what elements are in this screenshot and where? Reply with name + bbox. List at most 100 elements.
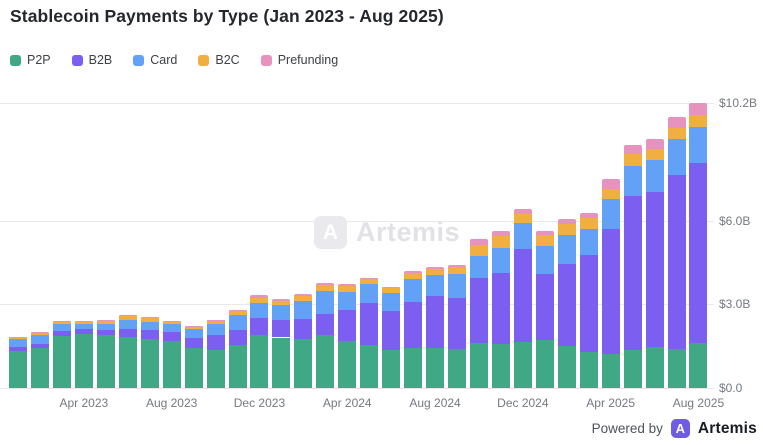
bar[interactable] (579, 0, 598, 388)
bar-segment-p2p[interactable] (404, 348, 423, 388)
bar-segment-b2b[interactable] (338, 309, 357, 341)
bar-segment-b2c[interactable] (491, 235, 510, 248)
bar-segment-p2p[interactable] (74, 334, 93, 388)
artemis-brand-label[interactable]: Artemis (697, 419, 757, 437)
bar-segment-prefunding[interactable] (404, 271, 423, 274)
bar-segment-p2p[interactable] (96, 335, 115, 388)
bar-segment-b2c[interactable] (250, 297, 269, 303)
bar-segment-b2b[interactable] (689, 163, 708, 344)
bar[interactable] (140, 0, 159, 388)
bar-segment-prefunding[interactable] (74, 321, 93, 322)
bar-segment-b2b[interactable] (667, 175, 686, 350)
bar-segment-card[interactable] (360, 284, 379, 304)
bar-segment-b2c[interactable] (74, 321, 93, 325)
bar[interactable] (118, 0, 137, 388)
bar-segment-b2b[interactable] (579, 254, 598, 352)
legend-item-card[interactable]: Card (133, 53, 177, 67)
bar-segment-b2b[interactable] (184, 338, 203, 349)
bar[interactable] (382, 0, 401, 388)
bar-segment-prefunding[interactable] (30, 332, 49, 333)
bar-segment-card[interactable] (9, 339, 27, 347)
bar-segment-prefunding[interactable] (557, 219, 576, 224)
bar-segment-card[interactable] (184, 329, 203, 339)
bar-segment-b2b[interactable] (272, 320, 291, 338)
bar-segment-card[interactable] (645, 159, 664, 192)
bar-segment-card[interactable] (228, 315, 247, 330)
bar-segment-card[interactable] (689, 127, 708, 164)
bar-segment-card[interactable] (118, 320, 137, 330)
bar-segment-b2c[interactable] (557, 223, 576, 235)
bar-segment-prefunding[interactable] (52, 321, 71, 322)
legend-item-p2p[interactable]: P2P (10, 53, 51, 67)
bar-segment-card[interactable] (52, 324, 71, 332)
bar-segment-card[interactable] (601, 198, 620, 229)
bar-segment-card[interactable] (30, 335, 49, 345)
bar-segment-prefunding[interactable] (162, 320, 181, 322)
bar-segment-b2b[interactable] (74, 329, 93, 335)
bar[interactable] (426, 0, 445, 388)
bar-segment-b2b[interactable] (52, 331, 71, 336)
bar-segment-card[interactable] (513, 223, 532, 250)
bar[interactable] (338, 0, 357, 388)
bar-segment-card[interactable] (272, 305, 291, 321)
bar-segment-prefunding[interactable] (316, 283, 335, 286)
bar-segment-prefunding[interactable] (272, 298, 291, 302)
bar[interactable] (513, 0, 532, 388)
bar-segment-p2p[interactable] (645, 346, 664, 388)
bar-segment-card[interactable] (74, 324, 93, 330)
bar-segment-card[interactable] (338, 292, 357, 310)
bar-segment-b2b[interactable] (469, 277, 488, 344)
bar-segment-b2c[interactable] (404, 273, 423, 279)
bar[interactable] (74, 0, 93, 388)
legend-item-b2c[interactable]: B2C (198, 53, 240, 67)
bar-segment-b2c[interactable] (52, 321, 71, 325)
bar-segment-b2c[interactable] (30, 332, 49, 336)
bar-segment-prefunding[interactable] (96, 320, 115, 321)
bar[interactable] (535, 0, 554, 388)
bar-segment-p2p[interactable] (118, 337, 137, 388)
bar-segment-b2c[interactable] (469, 244, 488, 256)
bar-segment-prefunding[interactable] (623, 145, 642, 155)
bar-segment-p2p[interactable] (601, 354, 620, 388)
bar-segment-prefunding[interactable] (448, 264, 466, 268)
bar-segment-prefunding[interactable] (184, 326, 203, 327)
bar-segment-b2c[interactable] (96, 320, 115, 324)
bar[interactable] (272, 0, 291, 388)
bar-segment-b2c[interactable] (448, 267, 466, 274)
bar-segment-prefunding[interactable] (118, 315, 137, 317)
bar-segment-prefunding[interactable] (426, 267, 445, 270)
bar-segment-b2b[interactable] (228, 329, 247, 346)
bar[interactable] (294, 0, 313, 388)
bar-segment-b2c[interactable] (316, 285, 335, 291)
bar[interactable] (52, 0, 71, 388)
bar-segment-p2p[interactable] (623, 350, 642, 388)
bar[interactable] (469, 0, 488, 388)
bar-segment-card[interactable] (623, 165, 642, 196)
bar-segment-p2p[interactable] (535, 340, 554, 388)
bar-segment-p2p[interactable] (579, 351, 598, 388)
bar-segment-b2b[interactable] (294, 318, 313, 340)
bar-segment-b2b[interactable] (491, 272, 510, 345)
bar-segment-b2c[interactable] (601, 189, 620, 199)
bar-segment-prefunding[interactable] (645, 138, 664, 149)
bar-segment-p2p[interactable] (30, 348, 49, 388)
bar-segment-prefunding[interactable] (228, 310, 247, 312)
bar[interactable] (162, 0, 181, 388)
bar-segment-card[interactable] (382, 292, 401, 312)
bar-segment-b2c[interactable] (645, 148, 664, 160)
bar-segment-p2p[interactable] (9, 351, 27, 388)
bar-segment-card[interactable] (448, 273, 466, 299)
bar-segment-b2b[interactable] (404, 302, 423, 349)
bar-segment-b2b[interactable] (535, 273, 554, 341)
bar-segment-p2p[interactable] (140, 338, 159, 388)
bar-segment-b2c[interactable] (513, 214, 532, 224)
bar-segment-b2c[interactable] (294, 296, 313, 301)
bar[interactable] (228, 0, 247, 388)
bar-segment-b2b[interactable] (382, 311, 401, 351)
bar-segment-p2p[interactable] (316, 335, 335, 388)
bar[interactable] (448, 0, 466, 388)
bar-segment-card[interactable] (535, 246, 554, 274)
bar-segment-prefunding[interactable] (338, 283, 357, 287)
bar-segment-b2c[interactable] (579, 218, 598, 229)
bar-segment-p2p[interactable] (557, 346, 576, 388)
